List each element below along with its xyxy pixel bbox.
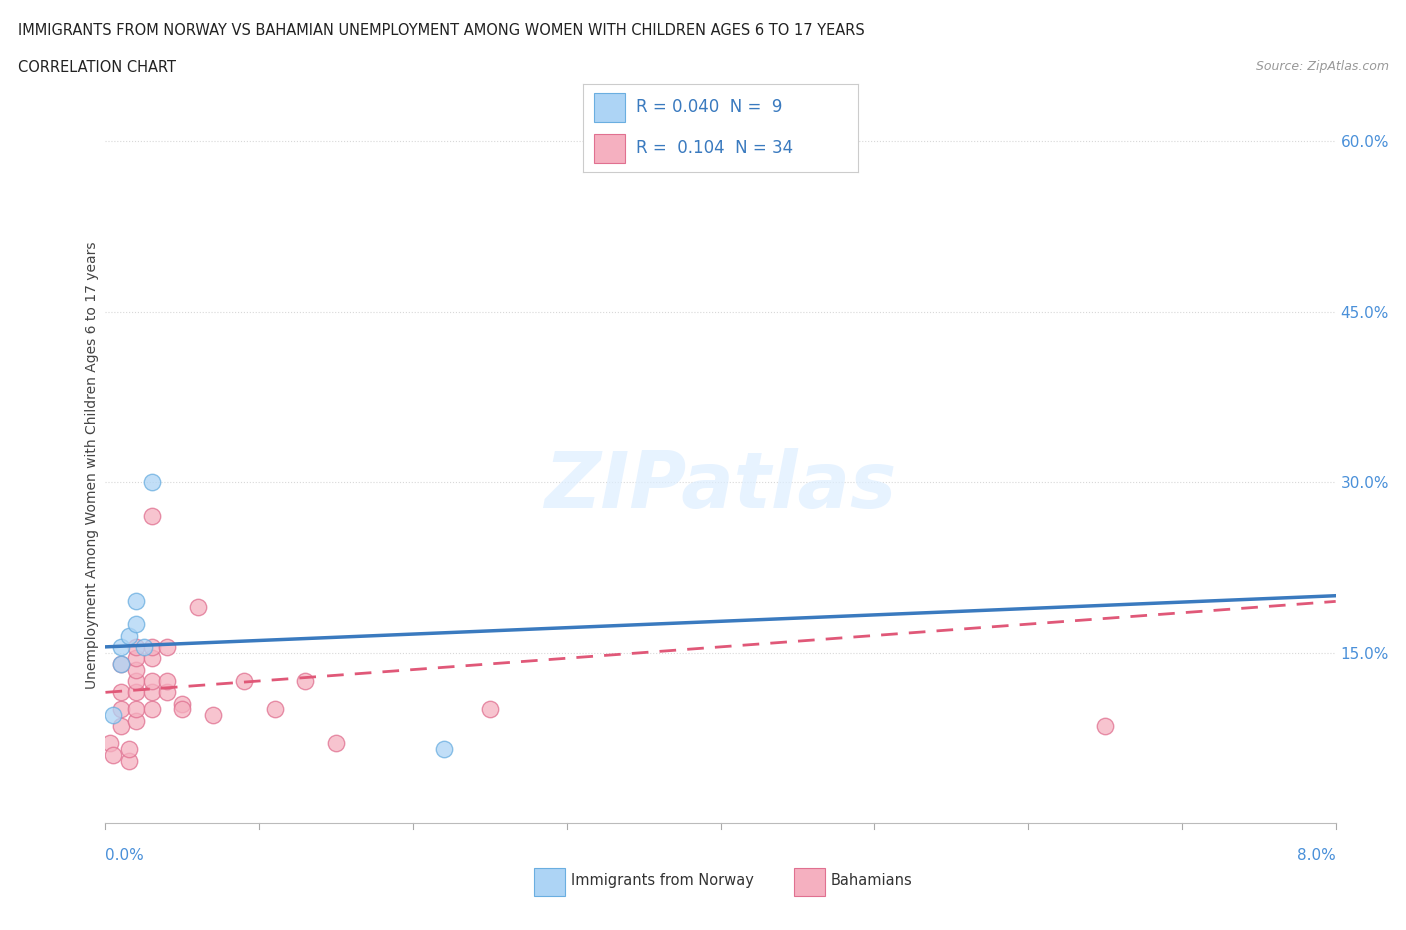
Text: R =  0.104  N = 34: R = 0.104 N = 34 — [636, 140, 793, 157]
Point — [141, 651, 163, 666]
Point — [117, 628, 139, 643]
Point — [98, 736, 121, 751]
Point — [294, 673, 316, 688]
Point — [125, 617, 148, 631]
Point — [110, 657, 132, 671]
Point — [156, 640, 179, 655]
Point — [125, 713, 148, 728]
Text: Bahamians: Bahamians — [831, 873, 912, 888]
Point — [156, 684, 179, 699]
Point — [125, 702, 148, 717]
Point — [263, 702, 285, 717]
Point — [172, 697, 194, 711]
Text: R = 0.040  N =  9: R = 0.040 N = 9 — [636, 98, 782, 116]
Point — [117, 742, 139, 757]
Point — [141, 702, 163, 717]
Point — [433, 742, 456, 757]
Point — [110, 657, 132, 671]
Point — [110, 702, 132, 717]
Text: ZIPatlas: ZIPatlas — [544, 448, 897, 525]
Point — [325, 736, 347, 751]
Point — [110, 719, 132, 734]
Point — [125, 673, 148, 688]
Point — [125, 651, 148, 666]
Bar — [595, 93, 624, 122]
Point — [101, 748, 124, 763]
Text: Immigrants from Norway: Immigrants from Norway — [571, 873, 754, 888]
Text: IMMIGRANTS FROM NORWAY VS BAHAMIAN UNEMPLOYMENT AMONG WOMEN WITH CHILDREN AGES 6: IMMIGRANTS FROM NORWAY VS BAHAMIAN UNEMP… — [18, 23, 865, 38]
Bar — [595, 134, 624, 164]
Point — [141, 640, 163, 655]
Point — [202, 708, 225, 723]
Text: 8.0%: 8.0% — [1296, 848, 1336, 863]
Point — [101, 708, 124, 723]
Text: CORRELATION CHART: CORRELATION CHART — [18, 60, 176, 75]
Text: 0.0%: 0.0% — [105, 848, 145, 863]
Point — [110, 684, 132, 699]
Point — [172, 702, 194, 717]
Point — [156, 673, 179, 688]
Point — [141, 509, 163, 524]
Point — [110, 640, 132, 655]
Y-axis label: Unemployment Among Women with Children Ages 6 to 17 years: Unemployment Among Women with Children A… — [86, 241, 100, 689]
Point — [125, 594, 148, 609]
Point — [132, 640, 155, 655]
Point — [141, 474, 163, 489]
Point — [125, 640, 148, 655]
Point — [117, 753, 139, 768]
Point — [125, 684, 148, 699]
Point — [141, 673, 163, 688]
Point — [187, 600, 209, 615]
Point — [478, 702, 501, 717]
Point — [1094, 719, 1116, 734]
Point — [232, 673, 254, 688]
Point — [125, 662, 148, 677]
Text: Source: ZipAtlas.com: Source: ZipAtlas.com — [1256, 60, 1389, 73]
Point — [141, 684, 163, 699]
